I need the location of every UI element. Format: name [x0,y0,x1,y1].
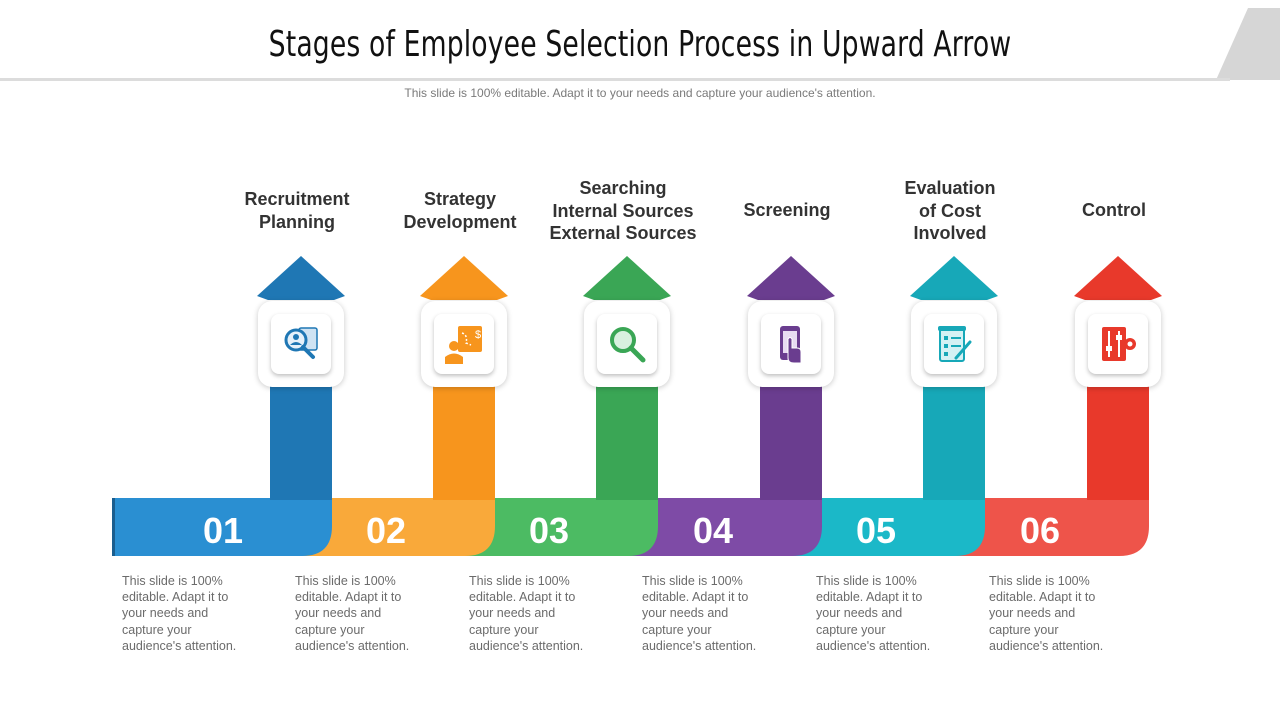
stage-band [950,468,1149,556]
stage-icon-card [748,301,834,387]
stage-shaft [760,386,822,500]
stage-arrowhead [910,256,998,300]
stage-band [288,468,495,556]
stage-icon-frame [924,314,984,374]
stage-band [620,468,822,556]
stage-label: Control [1082,200,1146,220]
stage-arrow-01 [112,256,345,556]
stage-shaft [433,386,495,500]
stage-number: 04 [693,510,733,551]
stage-icon-card [584,301,670,387]
stage-band [785,468,985,556]
stage-icon-frame [597,314,657,374]
stage-icon-card [911,301,997,387]
stage-number: 06 [1020,510,1060,551]
stage-arrow-05 [785,256,998,556]
stage-arrowhead [257,256,345,300]
corner-decoration [1216,8,1280,80]
stage-arrowhead [747,256,835,300]
stage-description: This slide is 100% editable. Adapt it to… [469,574,584,653]
svg-text:$: $ [475,329,481,341]
stage-shaft [1087,386,1149,500]
page-subtitle: This slide is 100% editable. Adapt it to… [404,86,876,100]
stage-description: This slide is 100% editable. Adapt it to… [989,574,1104,653]
stage-arrow-04 [620,256,835,556]
stage-shaft [596,386,658,500]
stage-icon-card [258,301,344,387]
stage-arrow-03 [455,256,671,556]
stage-arrowhead [1074,256,1162,300]
stage-arrowhead [583,256,671,300]
stage-icon-frame: $ [434,314,494,374]
stage-description: This slide is 100% editable. Adapt it to… [295,574,410,653]
band-edge [112,498,115,556]
stage-icon-frame [1088,314,1148,374]
stage-description: This slide is 100% editable. Adapt it to… [122,574,237,653]
stage-arrow-06 [950,256,1162,556]
stage-label: Screening [743,200,831,220]
stage-shaft [923,386,985,500]
stage-label: Strategy Development [403,189,517,232]
stage-label: Searching Internal Sources External Sour… [549,178,697,243]
stage-shaft [270,386,332,500]
stage-number: 01 [203,510,243,551]
stage-icon-card: $ [421,301,507,387]
stage-band [112,468,332,556]
stage-icon-card [1075,301,1161,387]
title-rule [0,78,1230,81]
page-title: Stages of Employee Selection Process in … [268,24,1012,65]
stage-description: This slide is 100% editable. Adapt it to… [816,574,931,653]
stage-arrowhead [420,256,508,300]
stage-icon-frame [761,314,821,374]
stage-label: Evaluation of Cost Involved [904,178,996,243]
stage-number: 03 [529,510,569,551]
stage-label: Recruitment Planning [244,189,350,232]
stage-number: 02 [366,510,406,551]
stage-band [455,468,658,556]
stage-description: This slide is 100% editable. Adapt it to… [642,574,757,653]
stage-number: 05 [856,510,896,551]
stage-arrow-02 [288,256,508,556]
stage-icon-frame [271,314,331,374]
